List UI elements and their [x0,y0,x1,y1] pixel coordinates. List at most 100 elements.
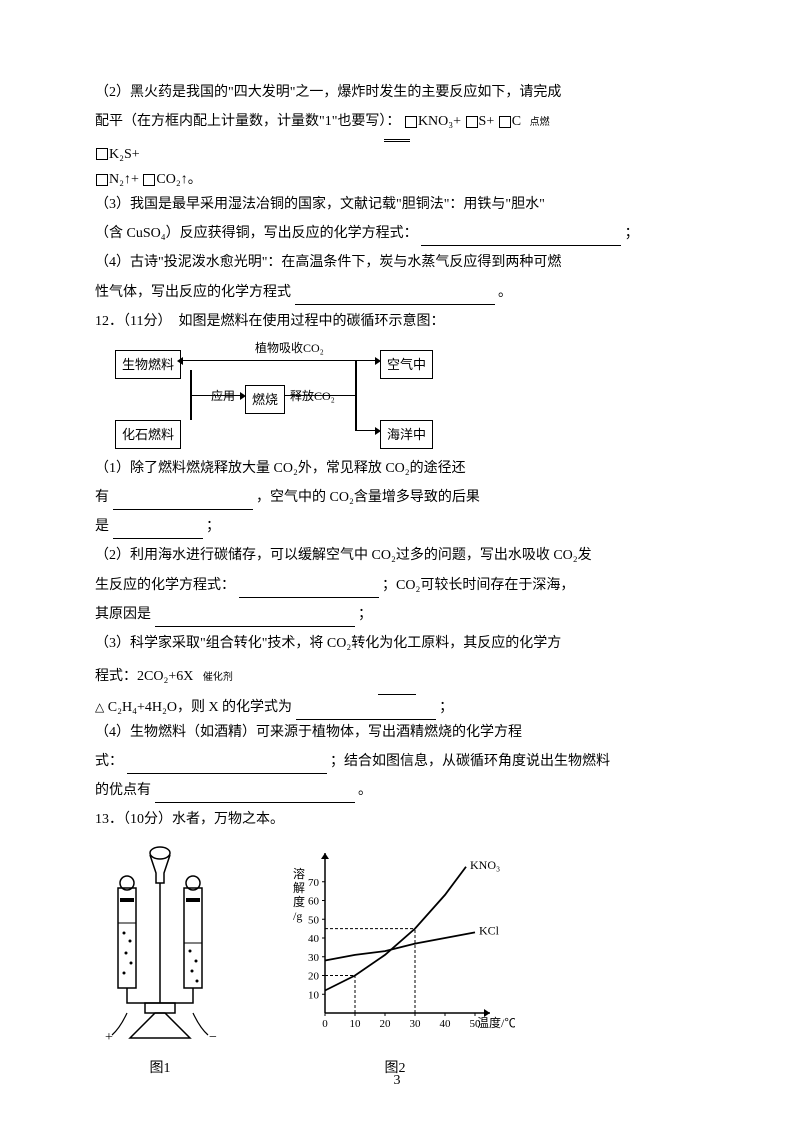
svg-text:30: 30 [410,1018,422,1030]
t: 是 [95,519,109,534]
q12-2b: 生反应的化学方程式： ；CO₂可较长时间存在于深海， [95,573,699,598]
biofuel-box: 生物燃料 [115,350,181,379]
q12-1b: 有 ，空气中的 CO₂含量增多导致的后果 [95,485,699,510]
svg-text:−: − [209,1030,217,1043]
line-air-to-bio [183,360,378,362]
blank [113,521,203,539]
svg-text:10: 10 [350,1018,362,1030]
svg-text:50: 50 [308,914,320,926]
svg-text:60: 60 [308,895,320,907]
q3-line2: （含 CuSO₄）反应获得铜，写出反应的化学方程式： ； [95,221,699,246]
t: ； [358,607,372,622]
use-label: 应用 [211,386,235,408]
blank [127,756,327,774]
k2s: K₂S+ [109,147,140,162]
blank [155,785,355,803]
carbon-cycle-diagram: 生物燃料 化石燃料 燃烧 空气中 海洋中 植物吸收CO₂ 应用 释放CO₂ [115,340,455,450]
svg-text:40: 40 [308,933,320,945]
figure-1: + − 图1 [95,843,225,1081]
q4-text: 性气体，写出反应的化学方程式 [95,285,291,300]
q12-2d: 其原因是 ； [95,602,699,627]
coeff-box [143,174,155,186]
svg-text:20: 20 [380,1018,392,1030]
blank [296,702,436,720]
line-to-air [355,360,375,362]
coeff-box [466,116,478,128]
q12-3b: 程式：2CO₂+6X 催化剂 [95,664,699,689]
n2: N₂↑+ [109,172,139,187]
t: 生反应的化学方程式： [95,578,235,593]
t: 程式：2CO₂+6X [95,669,193,684]
cond-top: 催化剂 [203,672,233,683]
reaction-condition: 点燃 [525,109,555,134]
blank-equation [295,287,495,305]
q2-equation: 配平（在方框内配上计量数，计量数"1"也要写）： KNO₃+ S+ C 点燃 [95,109,699,134]
svg-text:40: 40 [440,1018,452,1030]
svg-text:KCl: KCl [479,923,500,937]
t: ； [439,700,453,715]
blank-equation [421,228,621,246]
cond-text: 点燃 [530,117,550,128]
q12-4b: 式： ；结合如图信息，从碳循环角度说出生物燃料 [95,749,699,774]
q12-4a: （4）生物燃料（如酒精）可来源于植物体，写出酒精燃烧的化学方程 [95,720,699,745]
ocean-box: 海洋中 [380,420,433,449]
t: 。 [358,783,372,798]
q2-intro: （2）黑火药是我国的"四大发明"之一，爆炸时发生的主要反应如下，请完成 [95,80,699,105]
q12-1a: （1）除了燃料燃烧释放大量 CO₂外，常见释放 CO₂的途径还 [95,456,699,481]
t: ；CO₂可较长时间存在于深海， [382,578,574,593]
svg-text:10: 10 [308,989,320,1001]
figure-2: 1020304050607001020304050溶解度/g温度/℃KNO₃KC… [265,843,525,1081]
page-number: 3 [0,1068,794,1093]
q12-1d: 是 ； [95,514,699,539]
q12-2a: （2）利用海水进行碳储存，可以缓解空气中 CO₂过多的问题，写出水吸收 CO₂发 [95,543,699,568]
c: C [512,114,521,129]
svg-text:度: 度 [293,894,305,909]
blank [239,580,379,598]
coeff-box [405,116,417,128]
release-label: 释放CO₂ [290,386,335,408]
electrolysis-apparatus-icon: + − [100,843,220,1043]
q4-line1: （4）古诗"投泥泼水愈光明"：在高温条件下，炭与水蒸气反应得到两种可燃 [95,250,699,275]
svg-text:溶: 溶 [293,866,305,881]
t: 其原因是 [95,607,151,622]
q4-line2: 性气体，写出反应的化学方程式 。 [95,280,699,305]
absorb-label: 植物吸收CO₂ [255,338,324,360]
coeff-box [96,148,108,160]
t: ，空气中的 CO₂含量增多导致的后果 [256,490,480,505]
t: 式： [95,754,123,769]
svg-text:解: 解 [293,881,305,895]
t: 的优点有 [95,783,151,798]
t: 有 [95,490,109,505]
s: S+ [479,114,495,129]
q2-line2a: 配平（在方框内配上计量数，计量数"1"也要写）： [95,114,400,129]
air-box: 空气中 [380,350,433,379]
svg-text:70: 70 [308,876,320,888]
line-to-ocean [355,430,375,432]
coeff-box [96,174,108,186]
blank [113,492,253,510]
svg-text:20: 20 [308,970,320,982]
svg-text:+: + [105,1030,113,1043]
svg-text:温度/℃: 温度/℃ [477,1015,515,1030]
coeff-box [499,116,511,128]
solubility-chart: 1020304050607001020304050溶解度/g温度/℃KNO₃KC… [275,843,515,1043]
fossil-box: 化石燃料 [115,420,181,449]
t: C₂H₄+4H₂O，则 X 的化学式为 [108,700,292,715]
blank [155,609,355,627]
svg-text:KNO₃: KNO₃ [470,857,500,871]
line-split [355,360,357,430]
q12-4d: 的优点有 。 [95,778,699,803]
q4-tail: 。 [498,285,512,300]
burn-box: 燃烧 [245,385,285,414]
q13-title: 13．（10分）水者，万物之本。 [95,807,699,832]
svg-text:/g: /g [293,909,302,923]
svg-text:0: 0 [322,1018,328,1030]
cond-bot: △ [95,700,104,714]
kno3: KNO₃+ [418,114,461,129]
q3-tail: ； [625,226,639,241]
q3-text: （含 CuSO₄）反应获得铜，写出反应的化学方程式： [95,226,418,241]
q12-title: 12．（11分） 如图是燃料在使用过程中的碳循环示意图： [95,309,699,334]
t: ；结合如图信息，从碳循环角度说出生物燃料 [330,754,610,769]
q12-3a: （3）科学家采取"组合转化"技术，将 CO₂转化为化工原料，其反应的化学方 [95,631,699,656]
line-to-burn [190,395,240,397]
